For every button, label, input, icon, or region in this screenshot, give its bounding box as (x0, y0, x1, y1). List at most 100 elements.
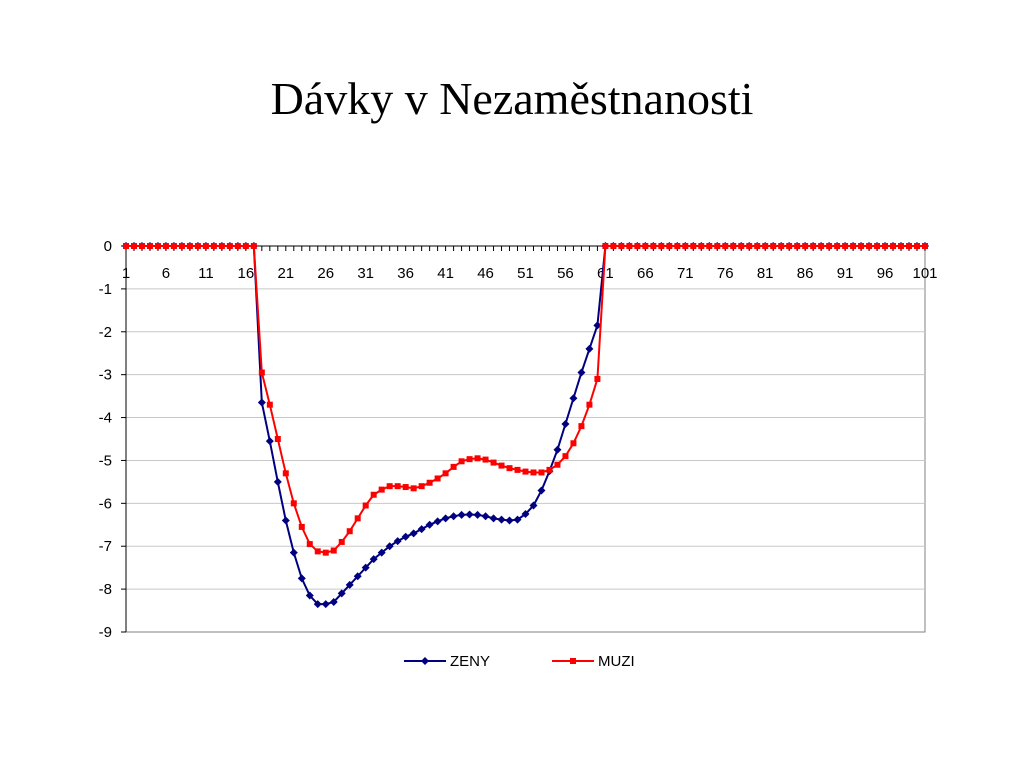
data-point (186, 243, 193, 249)
data-point (850, 243, 857, 249)
data-point (353, 572, 362, 581)
data-point (290, 500, 297, 507)
data-point (577, 368, 586, 377)
data-point (722, 243, 729, 249)
x-tick-label: 81 (757, 265, 774, 282)
data-point (906, 243, 913, 249)
data-point (746, 243, 753, 249)
data-point (433, 517, 442, 526)
legend-label: ZENY (450, 653, 490, 670)
data-point (297, 574, 306, 583)
x-tick-label: 61 (597, 265, 614, 282)
data-point (706, 243, 713, 249)
data-point (794, 243, 801, 249)
data-point (626, 243, 633, 249)
data-point (282, 470, 289, 477)
data-point (529, 501, 538, 510)
data-point (226, 243, 233, 249)
data-point (362, 502, 369, 509)
data-point (314, 548, 321, 555)
y-tick-label: -8 (99, 581, 112, 598)
data-point (473, 510, 482, 519)
data-point (546, 466, 553, 473)
data-point (289, 548, 298, 557)
data-point (194, 243, 201, 249)
x-tick-label: 6 (162, 265, 170, 282)
data-point (553, 445, 562, 454)
data-point (306, 541, 313, 548)
data-point (329, 597, 338, 606)
data-point (730, 243, 737, 249)
legend-marker (421, 657, 429, 665)
data-point (337, 589, 346, 598)
data-point (449, 512, 458, 521)
y-tick-label: -7 (99, 538, 112, 555)
data-point (202, 243, 209, 249)
data-point (593, 321, 602, 330)
data-point (674, 243, 681, 249)
data-point (442, 470, 449, 477)
data-point (874, 243, 881, 249)
data-point (138, 243, 145, 249)
data-point (146, 243, 153, 249)
data-point (273, 477, 282, 486)
data-point (521, 510, 530, 519)
data-point (450, 463, 457, 470)
data-point (257, 398, 266, 407)
x-tick-label: 96 (877, 265, 894, 282)
data-point (354, 515, 361, 522)
data-point (826, 243, 833, 249)
data-point (522, 468, 529, 475)
legend-item-zeny: ZENY (404, 653, 490, 670)
data-point (650, 243, 657, 249)
data-point (762, 243, 769, 249)
data-point (858, 243, 865, 249)
y-tick-label: -1 (99, 281, 112, 298)
data-point (537, 486, 546, 495)
data-point (570, 440, 577, 447)
data-point (281, 516, 290, 525)
data-point (818, 243, 825, 249)
data-point (898, 243, 905, 249)
data-point (810, 243, 817, 249)
plot-area (125, 245, 926, 633)
x-tick-label: 76 (717, 265, 734, 282)
data-point (394, 483, 401, 490)
data-point (786, 243, 793, 249)
data-point (634, 243, 641, 249)
x-tick-label: 86 (797, 265, 814, 282)
data-point (842, 243, 849, 249)
data-point (402, 484, 409, 491)
data-point (377, 548, 386, 557)
data-point (866, 243, 873, 249)
data-point (425, 520, 434, 529)
data-point (330, 547, 337, 554)
data-point (562, 453, 569, 460)
x-tick-label: 36 (397, 265, 414, 282)
slide-title: Dávky v Nezaměstnanosti (270, 73, 754, 124)
data-point (123, 243, 129, 249)
data-point (682, 243, 689, 249)
data-point (754, 243, 761, 249)
data-point (586, 401, 593, 408)
legend: ZENY MUZI (404, 653, 635, 670)
data-point (369, 555, 378, 564)
data-point (482, 456, 489, 463)
data-point (401, 532, 410, 541)
data-point (250, 243, 257, 249)
data-point (610, 243, 617, 249)
data-point (498, 462, 505, 469)
data-point (409, 529, 418, 538)
data-point (698, 243, 705, 249)
data-point (258, 369, 265, 376)
data-point (410, 485, 417, 492)
data-point (514, 466, 521, 473)
data-point (778, 243, 785, 249)
data-point (418, 483, 425, 490)
data-point (618, 243, 625, 249)
data-point (385, 542, 394, 551)
legend-label: MUZI (598, 653, 635, 670)
data-point (834, 243, 841, 249)
x-tick-label: 31 (357, 265, 374, 282)
